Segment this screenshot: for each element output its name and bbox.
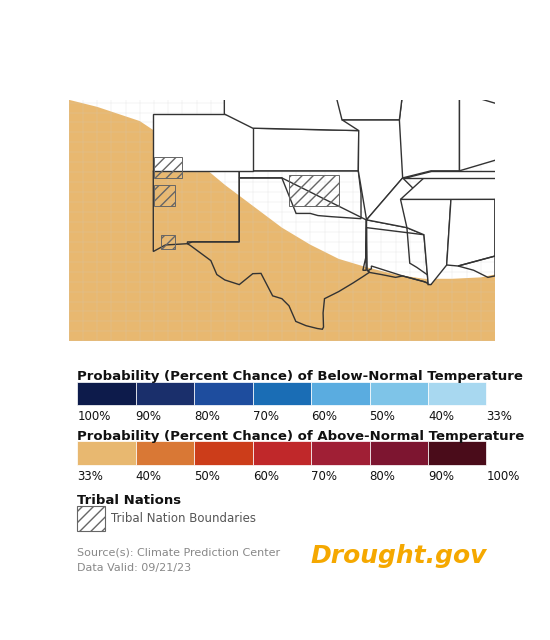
Bar (428, 381, 487, 405)
Bar (428, 441, 487, 465)
Polygon shape (505, 158, 550, 185)
Polygon shape (459, 93, 498, 171)
Bar (311, 381, 370, 405)
Text: 90%: 90% (136, 410, 162, 424)
Text: 100%: 100% (487, 470, 520, 483)
Text: 90%: 90% (428, 470, 454, 483)
Polygon shape (224, 44, 332, 93)
Text: 60%: 60% (311, 410, 337, 424)
Polygon shape (495, 199, 550, 256)
Text: 40%: 40% (136, 470, 162, 483)
Text: 80%: 80% (370, 470, 395, 483)
Polygon shape (342, 120, 431, 220)
Bar (252, 381, 311, 405)
Bar (136, 441, 194, 465)
Polygon shape (332, 79, 459, 120)
Bar (252, 441, 311, 465)
Polygon shape (239, 128, 359, 171)
Polygon shape (224, 15, 332, 44)
Text: 70%: 70% (311, 470, 337, 483)
Text: Data Valid: 09/21/23: Data Valid: 09/21/23 (77, 563, 191, 573)
Polygon shape (447, 200, 495, 266)
Polygon shape (366, 178, 429, 235)
Text: Tribal Nations: Tribal Nations (77, 493, 182, 507)
Polygon shape (403, 171, 542, 178)
Polygon shape (322, 0, 431, 79)
Polygon shape (518, 196, 550, 256)
Text: Probability (Percent Chance) of Above-Normal Temperature: Probability (Percent Chance) of Above-No… (77, 430, 525, 443)
Text: 33%: 33% (77, 470, 103, 483)
Bar (77, 381, 136, 405)
Bar (77, 506, 105, 531)
Text: 100%: 100% (77, 410, 111, 424)
Text: 60%: 60% (252, 470, 279, 483)
Text: 50%: 50% (194, 470, 220, 483)
Polygon shape (153, 114, 253, 171)
Bar (370, 441, 428, 465)
Polygon shape (400, 200, 451, 284)
Bar (194, 441, 252, 465)
Polygon shape (69, 100, 495, 355)
Text: Drought.gov: Drought.gov (310, 543, 486, 568)
Text: Source(s): Climate Prediction Center: Source(s): Climate Prediction Center (77, 547, 280, 557)
Text: 50%: 50% (370, 410, 395, 424)
Bar (311, 441, 370, 465)
Polygon shape (224, 86, 359, 131)
Text: 33%: 33% (487, 410, 513, 424)
Bar (136, 381, 194, 405)
Text: Probability (Percent Chance) of Below-Normal Temperature: Probability (Percent Chance) of Below-No… (77, 371, 523, 383)
Bar (77, 441, 136, 465)
Text: 80%: 80% (194, 410, 220, 424)
Polygon shape (399, 93, 459, 178)
Text: 70%: 70% (252, 410, 279, 424)
Bar (194, 381, 252, 405)
Polygon shape (498, 100, 550, 159)
Text: Tribal Nation Boundaries: Tribal Nation Boundaries (111, 512, 256, 525)
Polygon shape (505, 177, 550, 216)
Polygon shape (383, 30, 474, 93)
Text: 40%: 40% (428, 410, 454, 424)
Polygon shape (400, 178, 542, 200)
Bar (370, 381, 428, 405)
